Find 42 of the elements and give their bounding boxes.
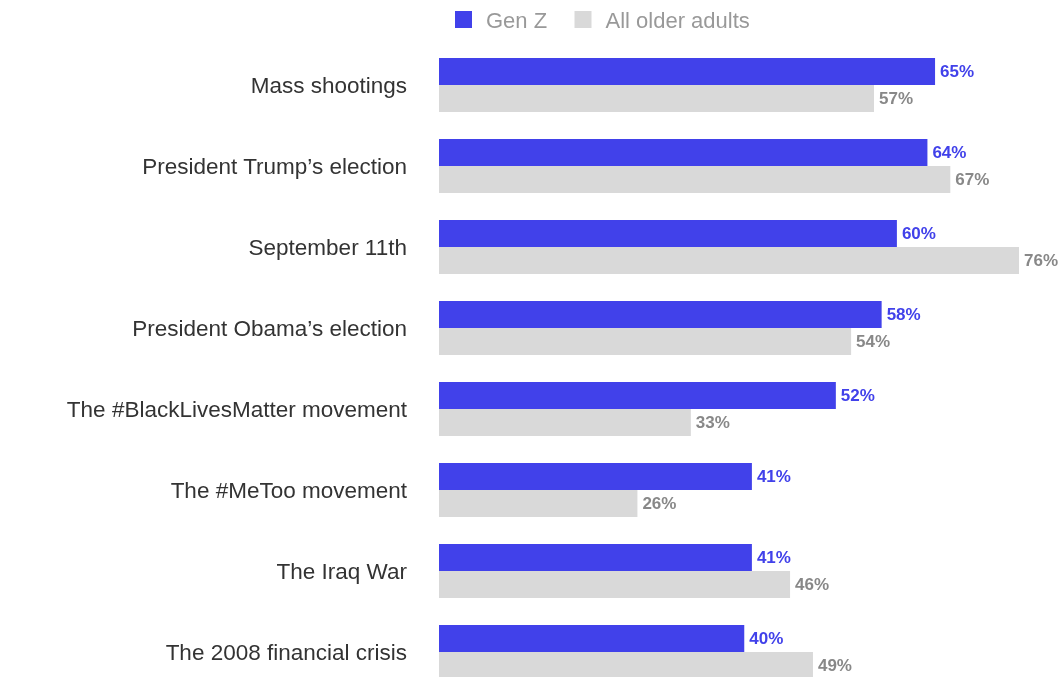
data-label: 52% xyxy=(840,386,875,406)
bar xyxy=(439,247,1019,274)
bar xyxy=(439,328,852,355)
y-tick-label: The #BlackLivesMatter movement xyxy=(66,396,408,422)
bar xyxy=(439,301,882,328)
bar xyxy=(439,220,897,247)
bar xyxy=(439,652,813,677)
data-label: 76% xyxy=(1024,251,1059,271)
bar xyxy=(439,544,752,571)
data-label: 65% xyxy=(940,62,975,82)
legend-label: Gen Z xyxy=(486,7,548,33)
data-label: 49% xyxy=(817,656,852,676)
y-tick-label: President Trump’s election xyxy=(142,153,407,179)
bar xyxy=(439,463,752,490)
data-label: 60% xyxy=(901,224,936,244)
y-tick-label: Mass shootings xyxy=(250,72,407,98)
data-label: 58% xyxy=(886,305,921,325)
bar xyxy=(439,58,936,85)
data-label: 41% xyxy=(756,467,791,487)
y-tick-label: President Obama’s election xyxy=(132,315,407,341)
bar xyxy=(439,139,928,166)
data-label: 33% xyxy=(695,413,730,433)
data-label: 26% xyxy=(642,494,677,514)
data-label: 64% xyxy=(932,143,967,163)
legend-label: All older adults xyxy=(605,7,750,33)
y-tick-label: September 11th xyxy=(248,234,407,260)
bar xyxy=(439,382,836,409)
bar xyxy=(439,85,874,112)
bar xyxy=(439,166,951,193)
y-tick-label: The 2008 financial crisis xyxy=(165,639,407,665)
data-label: 54% xyxy=(856,332,891,352)
data-label: 67% xyxy=(955,170,990,190)
data-label: 40% xyxy=(749,629,784,649)
y-tick-label: The Iraq War xyxy=(276,558,408,584)
data-label: 41% xyxy=(756,548,791,568)
bar xyxy=(439,490,638,517)
data-label: 46% xyxy=(795,575,830,595)
bar xyxy=(439,571,791,598)
y-tick-label: The #MeToo movement xyxy=(170,477,408,503)
data-label: 57% xyxy=(879,89,914,109)
bar xyxy=(439,625,745,652)
bar xyxy=(439,409,691,436)
